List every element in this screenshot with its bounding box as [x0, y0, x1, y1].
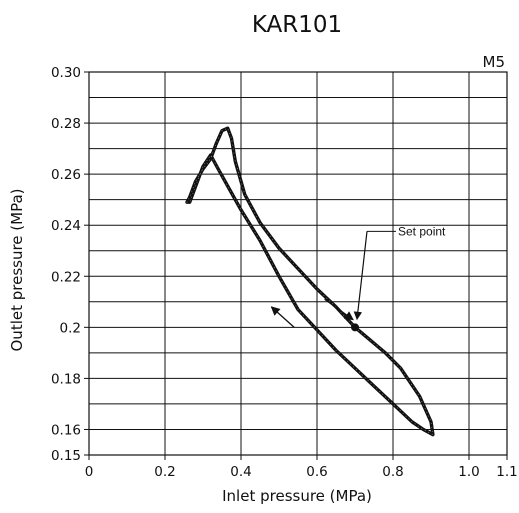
x-tick-label: 0: [85, 464, 94, 480]
x-tick-label: 0.8: [382, 464, 403, 480]
hysteresis-curve-texture: [186, 127, 434, 436]
y-tick-label: 0.2: [60, 320, 81, 336]
annotations: Set point: [351, 224, 446, 332]
series-group: [185, 126, 435, 437]
direction-arrow: [270, 306, 295, 328]
x-axis: 0 0.2 0.4 0.6 0.8 1.0 1.1: [85, 455, 518, 480]
x-tick-label: 1.1: [496, 464, 517, 480]
direction-arrow: [324, 298, 354, 321]
y-tick-label: 0.16: [51, 422, 81, 438]
set-point-leader: [353, 231, 368, 321]
y-axis: 0.15 0.16 0.18 0.2 0.22 0.24 0.26 0.28 0.30: [51, 65, 89, 464]
x-tick-label: 0.6: [306, 464, 327, 480]
set-point-label: Set point: [398, 224, 446, 238]
y-tick-label: 0.30: [51, 65, 81, 81]
y-tick-label: 0.28: [51, 116, 81, 132]
y-axis-title: Outlet pressure (MPa): [8, 188, 26, 351]
y-tick-label: 0.24: [51, 218, 81, 234]
x-tick-label: 0.2: [154, 464, 175, 480]
chart-title: KAR101: [252, 12, 342, 38]
y-tick-label: 0.18: [51, 371, 81, 387]
y-tick-label: 0.15: [51, 448, 81, 464]
x-tick-label: 0.4: [230, 464, 251, 480]
y-tick-label: 0.22: [51, 269, 81, 285]
direction-arrows: [270, 298, 354, 328]
plot-frame: [88, 71, 508, 456]
grid: [88, 71, 508, 456]
x-tick-label: 1.0: [458, 464, 479, 480]
set-point-marker: [351, 323, 359, 332]
x-axis-title: Inlet pressure (MPa): [222, 487, 372, 505]
y-tick-label: 0.26: [51, 167, 81, 183]
model-label: M5: [483, 53, 506, 71]
